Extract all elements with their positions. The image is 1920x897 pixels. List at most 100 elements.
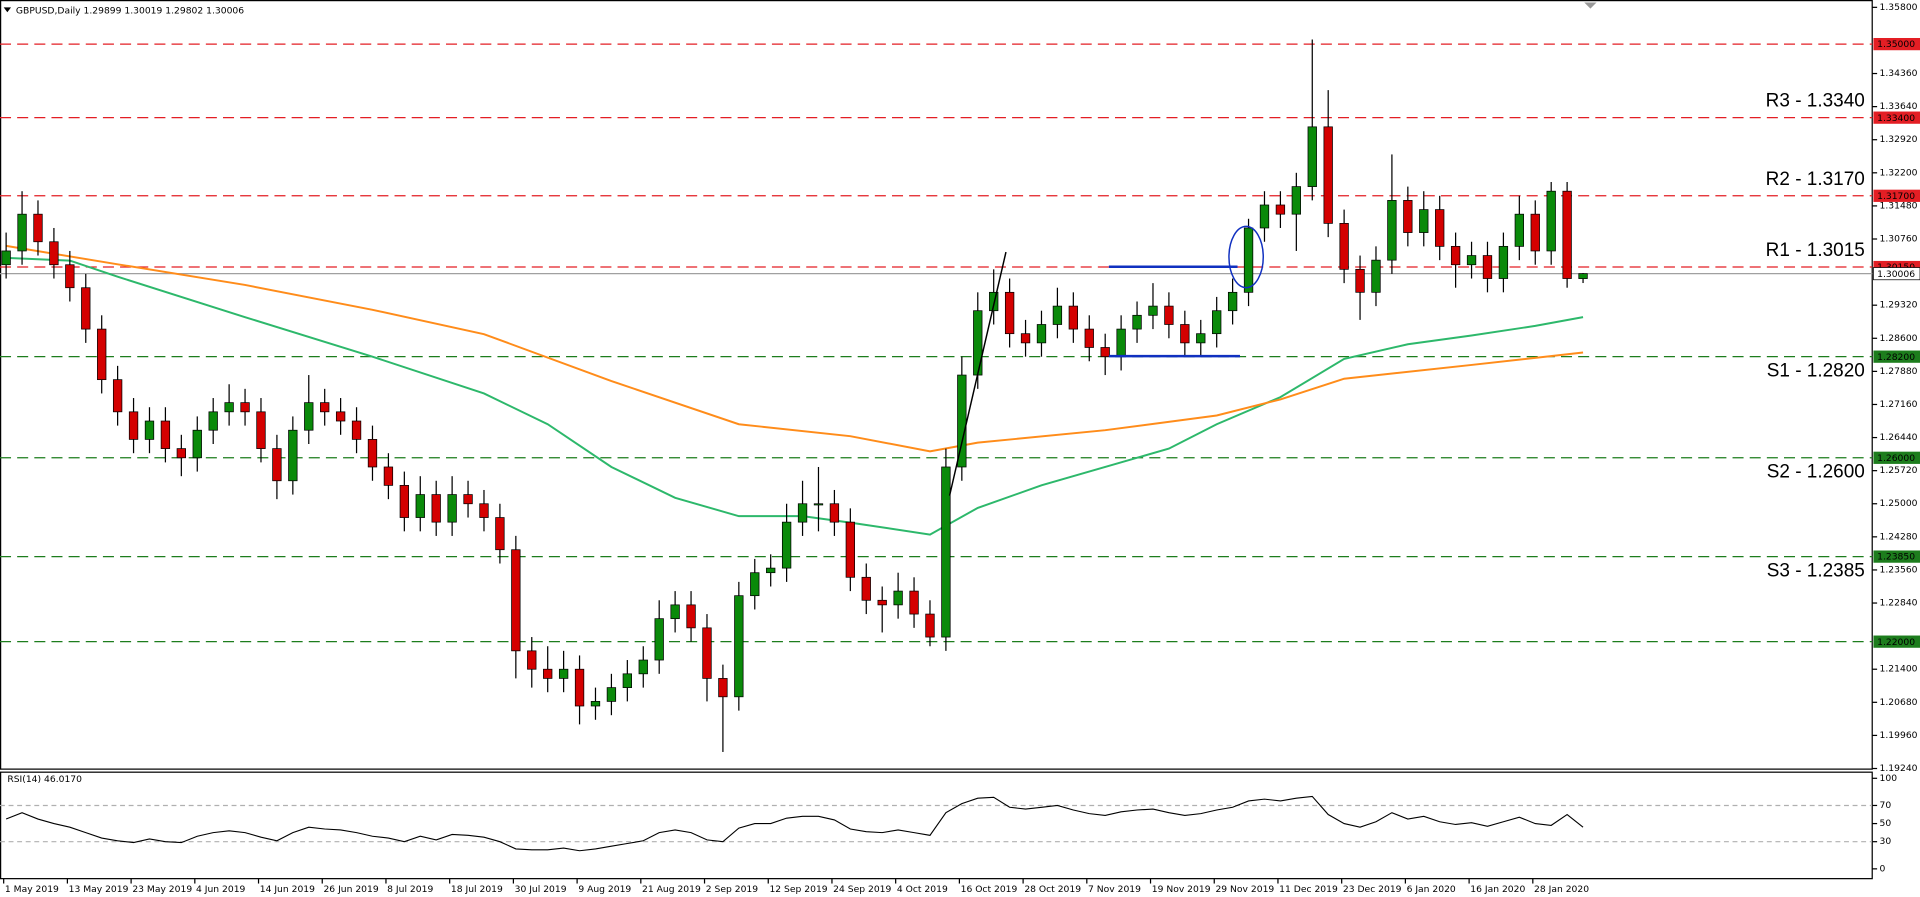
candle-body: [1371, 259, 1381, 293]
x-tick-label: 29 Nov 2019: [1215, 884, 1274, 895]
y-tick-label: 1.31480: [1880, 200, 1918, 211]
candle-body: [1, 250, 11, 266]
candle-body: [1180, 324, 1190, 344]
y-tick-label: 1.22840: [1880, 598, 1918, 609]
x-tick-label: 2 Sep 2019: [706, 884, 758, 895]
candle-body: [224, 402, 234, 413]
candle-body: [192, 429, 202, 459]
candle-body: [1514, 213, 1524, 247]
candle-body: [463, 494, 473, 505]
price-panel: [0, 0, 1873, 770]
price-tag: [1873, 37, 1920, 51]
candle-body: [989, 291, 999, 312]
x-tick-label: 12 Sep 2019: [769, 884, 827, 895]
y-tick-label: 70: [1880, 800, 1892, 811]
y-tick-label: 50: [1880, 818, 1892, 829]
candle-body: [160, 420, 171, 449]
price-tag-label: 1.35000: [1877, 39, 1915, 50]
moving-average: [5, 244, 1584, 453]
x-tick-label: 4 Oct 2019: [897, 884, 948, 895]
candle-body: [49, 241, 59, 266]
candle-body: [638, 659, 648, 675]
candle-body: [1084, 328, 1094, 348]
last-price-label: 1.30006: [1877, 269, 1915, 280]
x-tick-label: 8 Jul 2019: [387, 884, 433, 895]
chart-title: GBPUSD,Daily 1.29899 1.30019 1.29802 1.3…: [16, 6, 244, 17]
x-tick-label: 11 Dec 2019: [1279, 884, 1338, 895]
y-tick-label: 1.34360: [1880, 68, 1918, 79]
candle-body: [1562, 190, 1572, 279]
candle-body: [925, 613, 935, 638]
x-tick-label: 4 Jun 2019: [196, 884, 246, 895]
x-tick-label: 30 Jul 2019: [515, 884, 567, 895]
candle-body: [606, 687, 617, 702]
candle-body: [574, 668, 585, 707]
y-tick-label: 1.27160: [1880, 399, 1918, 410]
x-tick-label: 18 Jul 2019: [451, 884, 503, 895]
candle-body: [511, 549, 521, 652]
price-tag: [1873, 111, 1920, 124]
y-tick-label: 1.28600: [1880, 333, 1918, 344]
candle-body: [1530, 213, 1540, 252]
candle-body: [909, 590, 919, 615]
candle-body: [1578, 273, 1588, 279]
trend-line: [948, 251, 1007, 496]
y-tick-label: 1.25720: [1880, 465, 1918, 476]
x-tick-label: 9 Aug 2019: [578, 884, 631, 895]
candle-body: [65, 264, 75, 289]
menu-arrow: [3, 7, 12, 13]
y-tick-label: 1.20680: [1880, 697, 1918, 708]
candle-body: [1307, 126, 1317, 187]
candle-body: [33, 213, 43, 243]
candle-body: [256, 411, 266, 449]
candle-body: [1403, 200, 1413, 233]
candle-body: [335, 411, 346, 422]
x-tick-label: 14 Jun 2019: [260, 884, 315, 895]
candle-body: [1116, 328, 1126, 358]
candle-body: [81, 287, 91, 330]
candle-body: [718, 678, 728, 698]
level-label: S3 - 1.2385: [1767, 560, 1865, 581]
candle-body: [208, 411, 218, 431]
candle-body: [766, 567, 776, 574]
candle-body: [590, 701, 601, 707]
candle-body: [1450, 245, 1461, 266]
price-tag: [1873, 350, 1920, 363]
level-label: R3 - 1.3340: [1766, 91, 1865, 112]
candle-body: [304, 402, 314, 431]
candle-body: [1291, 186, 1301, 215]
y-tick-label: 1.32920: [1880, 134, 1918, 145]
candle-body: [272, 448, 282, 482]
candle-body: [367, 439, 378, 468]
candle-body: [176, 448, 186, 459]
candle-body: [734, 595, 744, 698]
shift-marker: [1584, 2, 1597, 9]
candle-body: [1132, 314, 1142, 330]
candle-body: [399, 485, 409, 518]
y-tick-label: 1.33640: [1880, 101, 1918, 112]
candle-body: [320, 402, 330, 413]
price-tag-label: 1.33400: [1877, 113, 1915, 124]
candle-body: [128, 411, 139, 440]
y-tick-label: 100: [1880, 773, 1898, 784]
x-tick-label: 23 Dec 2019: [1343, 884, 1402, 895]
candle-body: [781, 521, 792, 569]
candle-body: [845, 521, 855, 578]
price-tag: [1873, 451, 1920, 464]
y-tick-label: 0: [1880, 863, 1886, 874]
candle-body: [813, 503, 824, 506]
candle-body: [1196, 333, 1206, 344]
candle-body: [1339, 223, 1349, 270]
candle-body: [1068, 305, 1078, 330]
y-tick-label: 1.25000: [1880, 498, 1918, 509]
candle-body: [1323, 126, 1333, 224]
candle-body: [495, 517, 505, 551]
candle-body: [750, 572, 760, 597]
candle-body: [1164, 305, 1174, 325]
y-tick-label: 1.19960: [1880, 730, 1918, 741]
candle-body: [1498, 245, 1509, 279]
candle-body: [288, 429, 298, 482]
candle-body: [1387, 200, 1397, 261]
